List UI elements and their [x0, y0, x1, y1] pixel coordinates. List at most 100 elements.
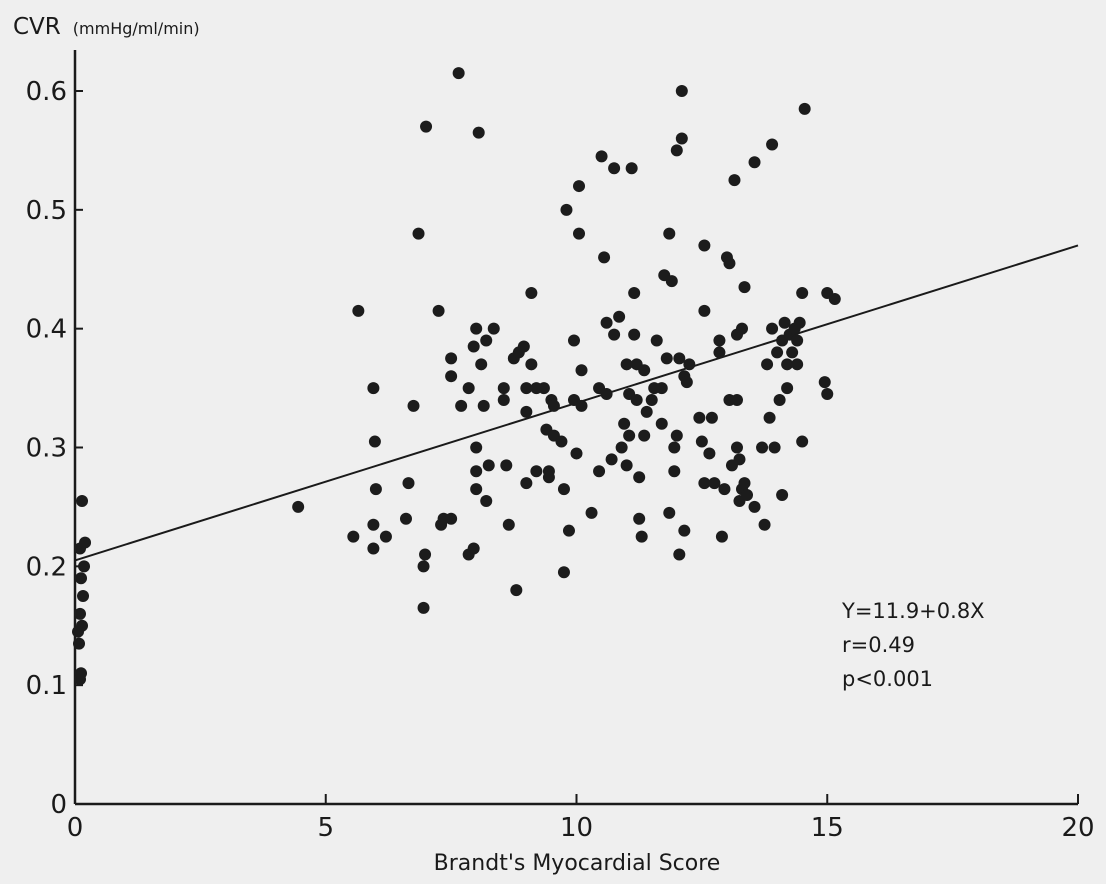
data-point [638, 429, 651, 442]
data-point [680, 376, 693, 389]
data-point [781, 358, 794, 371]
data-point [683, 358, 696, 371]
data-point [730, 393, 743, 406]
data-point [655, 417, 668, 430]
x-tick-label: 20 [1061, 813, 1094, 843]
data-point [419, 548, 432, 561]
x-tick-label: 15 [811, 813, 844, 843]
data-point [77, 590, 90, 603]
data-point [598, 251, 611, 264]
x-tick-label: 5 [317, 813, 334, 843]
data-point [517, 340, 530, 353]
y-tick-label: 0.4 [26, 315, 67, 345]
data-point [525, 358, 538, 371]
data-point [497, 382, 510, 395]
data-point [520, 477, 533, 490]
data-point [369, 483, 382, 496]
data-point [793, 316, 806, 329]
data-point [520, 382, 533, 395]
data-point [470, 483, 483, 496]
data-point [670, 144, 683, 157]
data-point [773, 393, 786, 406]
data-point [620, 358, 633, 371]
data-point [638, 364, 651, 377]
data-point [766, 138, 779, 151]
data-point [635, 530, 648, 543]
data-point [470, 441, 483, 454]
data-point [560, 203, 573, 216]
data-point [718, 483, 731, 496]
data-point [399, 512, 412, 525]
data-point [467, 542, 480, 555]
data-point [668, 441, 681, 454]
data-point [407, 399, 420, 412]
data-point [74, 607, 87, 620]
data-point [482, 459, 495, 472]
data-point [368, 435, 381, 448]
data-point [379, 530, 392, 543]
data-point [608, 162, 621, 175]
x-tick-label: 0 [67, 813, 84, 843]
data-point [573, 180, 586, 193]
data-point [500, 459, 513, 472]
data-point [452, 67, 465, 80]
annotation-line: r=0.49 [842, 633, 915, 657]
data-point [595, 150, 608, 163]
y-tick-label: 0.2 [26, 552, 67, 582]
data-point [615, 441, 628, 454]
data-point [758, 518, 771, 531]
data-point [665, 275, 678, 288]
data-point [695, 435, 708, 448]
data-point [670, 429, 683, 442]
data-point [475, 358, 488, 371]
svg-text:CVR (mmHg/ml/min): CVR (mmHg/ml/min) [13, 14, 200, 40]
data-point [713, 334, 726, 347]
data-point [660, 352, 673, 365]
data-point [510, 584, 523, 597]
data-point [402, 477, 415, 490]
data-point [623, 429, 636, 442]
data-point [821, 388, 834, 401]
data-point [771, 346, 784, 359]
data-point [470, 322, 483, 335]
data-point [585, 506, 598, 519]
data-point [748, 500, 761, 513]
data-point [668, 465, 681, 478]
data-point [698, 239, 711, 252]
data-point [828, 292, 841, 305]
data-point [663, 506, 676, 519]
data-point [766, 322, 779, 335]
data-point [367, 382, 380, 395]
data-point [791, 358, 804, 371]
data-point [733, 453, 746, 466]
data-point [412, 227, 425, 240]
y-axis-ticks: 0 0.1 0.2 0.3 0.4 0.5 0.6 [26, 77, 83, 820]
data-point [445, 512, 458, 525]
data-point [432, 304, 445, 317]
x-axis-title: Brandt's Myocardial Score [434, 851, 721, 876]
data-point [487, 322, 500, 335]
data-point [741, 489, 754, 502]
data-point [675, 132, 688, 145]
data-point [367, 518, 380, 531]
data-point [640, 405, 653, 418]
data-point [555, 435, 568, 448]
data-point [673, 548, 686, 561]
data-point [723, 257, 736, 270]
data-point [708, 477, 721, 490]
data-point [520, 405, 533, 418]
data-point [600, 316, 613, 329]
data-point [420, 120, 433, 133]
data-point [462, 382, 475, 395]
data-point [445, 370, 458, 383]
data-point [798, 102, 811, 115]
data-points [72, 67, 841, 686]
data-point [818, 376, 831, 389]
data-point [352, 304, 365, 317]
data-point [645, 393, 658, 406]
data-point [470, 465, 483, 478]
y-axis-title-text: CVR [13, 14, 61, 40]
data-point [367, 542, 380, 555]
data-point [763, 411, 776, 424]
